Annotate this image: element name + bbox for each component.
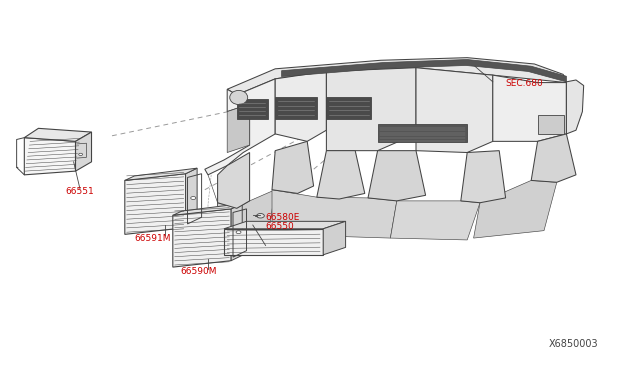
Polygon shape	[461, 151, 506, 203]
Circle shape	[236, 231, 241, 234]
Ellipse shape	[230, 90, 248, 105]
Polygon shape	[538, 115, 564, 134]
Polygon shape	[227, 58, 566, 95]
Circle shape	[79, 153, 83, 155]
Polygon shape	[493, 75, 566, 141]
Polygon shape	[205, 79, 275, 175]
Polygon shape	[186, 168, 197, 228]
Circle shape	[191, 196, 196, 199]
Text: 66551: 66551	[66, 187, 94, 196]
Polygon shape	[224, 221, 346, 229]
Text: 66590M: 66590M	[180, 267, 217, 276]
Polygon shape	[326, 68, 416, 151]
Polygon shape	[368, 151, 426, 201]
Text: SEC.680: SEC.680	[506, 79, 543, 88]
Polygon shape	[272, 141, 314, 193]
Text: X6850003: X6850003	[549, 339, 599, 349]
Polygon shape	[125, 168, 197, 180]
Polygon shape	[474, 180, 557, 238]
Polygon shape	[173, 203, 242, 215]
Polygon shape	[24, 128, 92, 141]
Circle shape	[257, 214, 264, 218]
Polygon shape	[76, 132, 92, 171]
Polygon shape	[237, 99, 268, 119]
Text: 66591M: 66591M	[134, 234, 171, 243]
Polygon shape	[317, 151, 365, 199]
Polygon shape	[390, 201, 480, 240]
Polygon shape	[218, 153, 250, 208]
Polygon shape	[416, 68, 493, 153]
Polygon shape	[378, 124, 467, 142]
Polygon shape	[323, 221, 346, 255]
Polygon shape	[272, 190, 397, 238]
Polygon shape	[566, 80, 584, 134]
Polygon shape	[218, 190, 275, 231]
Polygon shape	[282, 60, 566, 82]
Polygon shape	[275, 97, 317, 119]
Polygon shape	[224, 229, 323, 255]
Polygon shape	[227, 104, 250, 153]
Polygon shape	[231, 203, 242, 261]
Polygon shape	[326, 97, 371, 119]
Polygon shape	[24, 138, 76, 175]
Polygon shape	[173, 209, 231, 267]
Text: 66580E: 66580E	[266, 213, 300, 222]
Polygon shape	[275, 71, 326, 141]
Polygon shape	[531, 134, 576, 182]
Text: 66550: 66550	[266, 222, 294, 231]
Polygon shape	[125, 174, 186, 234]
